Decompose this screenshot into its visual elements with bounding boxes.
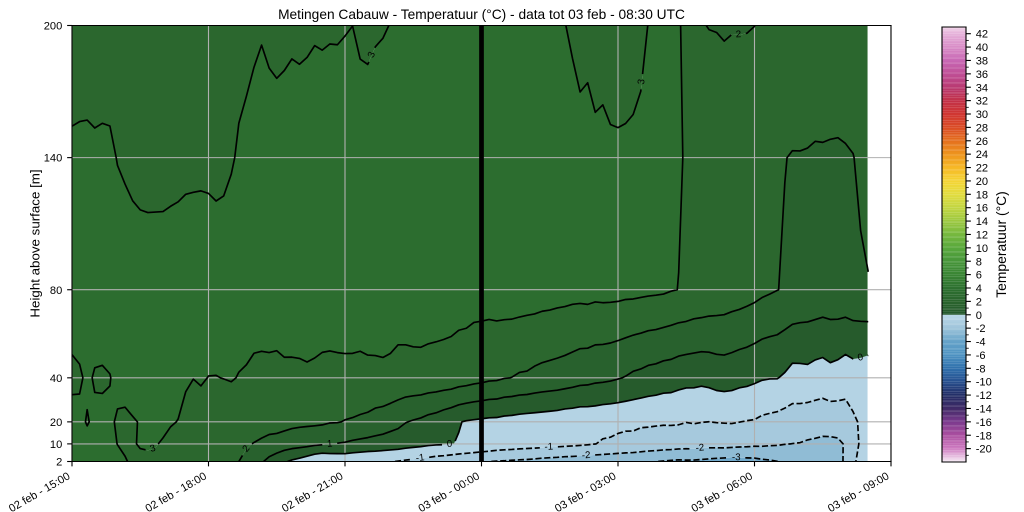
- svg-text:36: 36: [976, 69, 988, 81]
- svg-text:18: 18: [976, 189, 988, 201]
- svg-text:6: 6: [976, 270, 982, 282]
- svg-text:12: 12: [976, 229, 988, 241]
- svg-text:2: 2: [56, 457, 62, 469]
- svg-text:1: 1: [327, 438, 333, 449]
- svg-text:-16: -16: [976, 417, 992, 429]
- svg-text:3: 3: [149, 443, 157, 455]
- svg-text:32: 32: [976, 96, 988, 108]
- svg-text:Height above surface [m]: Height above surface [m]: [28, 169, 43, 317]
- svg-text:-1: -1: [544, 441, 553, 452]
- svg-text:-1: -1: [415, 452, 425, 464]
- svg-text:-2: -2: [581, 450, 590, 462]
- svg-text:200: 200: [44, 21, 63, 33]
- svg-text:20: 20: [976, 176, 988, 188]
- svg-text:40: 40: [976, 42, 988, 54]
- svg-text:30: 30: [976, 109, 988, 121]
- svg-text:2: 2: [240, 443, 252, 454]
- svg-text:14: 14: [976, 216, 988, 228]
- svg-text:24: 24: [976, 149, 988, 161]
- svg-text:38: 38: [976, 55, 988, 67]
- svg-text:-3: -3: [732, 452, 741, 463]
- svg-text:0: 0: [976, 310, 982, 322]
- svg-text:34: 34: [976, 82, 988, 94]
- svg-text:-6: -6: [976, 350, 986, 362]
- svg-text:-18: -18: [976, 430, 992, 442]
- svg-text:22: 22: [976, 163, 988, 175]
- svg-text:10: 10: [50, 439, 62, 451]
- svg-text:0: 0: [857, 352, 865, 364]
- svg-text:Metingen Cabauw - Temperatuur: Metingen Cabauw - Temperatuur (°C) - dat…: [278, 7, 685, 22]
- svg-text:140: 140: [44, 153, 63, 165]
- svg-text:2: 2: [976, 296, 982, 308]
- svg-text:26: 26: [976, 136, 988, 148]
- svg-text:-14: -14: [976, 403, 992, 415]
- svg-text:40: 40: [50, 373, 62, 385]
- svg-text:20: 20: [50, 417, 62, 429]
- svg-text:3: 3: [636, 78, 648, 85]
- svg-text:42: 42: [976, 29, 988, 41]
- svg-text:4: 4: [976, 283, 982, 295]
- svg-text:0: 0: [446, 439, 453, 450]
- svg-text:28: 28: [976, 122, 988, 134]
- svg-text:80: 80: [50, 285, 62, 297]
- svg-text:-2: -2: [695, 442, 705, 454]
- svg-text:-8: -8: [976, 363, 986, 375]
- svg-text:16: 16: [976, 203, 988, 215]
- svg-text:-20: -20: [976, 444, 992, 456]
- svg-text:2: 2: [736, 29, 742, 40]
- svg-text:Temperatuur (°C): Temperatuur (°C): [993, 191, 1009, 298]
- svg-text:-4: -4: [976, 337, 986, 349]
- svg-text:-12: -12: [976, 390, 992, 402]
- svg-text:8: 8: [976, 256, 982, 268]
- svg-text:10: 10: [976, 243, 988, 255]
- svg-text:-2: -2: [976, 323, 986, 335]
- svg-text:3: 3: [366, 50, 378, 59]
- svg-text:-10: -10: [976, 377, 992, 389]
